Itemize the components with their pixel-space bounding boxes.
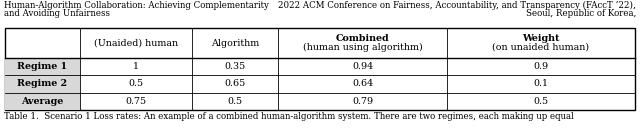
Text: Seoul, Republic of Korea,: Seoul, Republic of Korea, <box>525 9 636 18</box>
Text: 0.65: 0.65 <box>225 80 246 88</box>
Text: Table 1.  Scenario 1 Loss rates: An example of a combined human-algorithm system: Table 1. Scenario 1 Loss rates: An examp… <box>4 112 573 121</box>
Text: Regime 2: Regime 2 <box>17 80 68 88</box>
Text: 0.79: 0.79 <box>352 97 373 106</box>
Text: and Avoiding Unfairness: and Avoiding Unfairness <box>4 9 110 18</box>
Bar <box>5 75 80 93</box>
Text: 0.5: 0.5 <box>533 97 548 106</box>
Text: 0.94: 0.94 <box>352 62 373 71</box>
Bar <box>5 58 80 75</box>
Text: Combined: Combined <box>336 34 389 43</box>
Bar <box>5 93 80 110</box>
Text: (Unaided) human: (Unaided) human <box>94 38 178 47</box>
Text: 0.75: 0.75 <box>125 97 147 106</box>
Text: 0.1: 0.1 <box>534 80 548 88</box>
Text: Regime 1: Regime 1 <box>17 62 68 71</box>
Bar <box>5 28 635 110</box>
Text: 0.35: 0.35 <box>225 62 246 71</box>
Text: 0.5: 0.5 <box>129 80 143 88</box>
Text: (human using algorithm): (human using algorithm) <box>303 43 422 52</box>
Text: 0.9: 0.9 <box>533 62 548 71</box>
Text: Human-Algorithm Collaboration: Achieving Complementarity: Human-Algorithm Collaboration: Achieving… <box>4 1 269 10</box>
Text: 0.5: 0.5 <box>227 97 243 106</box>
Text: 0.64: 0.64 <box>352 80 373 88</box>
Text: Algorithm: Algorithm <box>211 38 259 47</box>
Text: 1: 1 <box>133 62 139 71</box>
Text: Average: Average <box>21 97 63 106</box>
Text: (on unaided human): (on unaided human) <box>492 43 589 52</box>
Text: 2022 ACM Conference on Fairness, Accountability, and Transparency (FAccT ’22),: 2022 ACM Conference on Fairness, Account… <box>278 1 636 10</box>
Text: Weight: Weight <box>522 34 560 43</box>
